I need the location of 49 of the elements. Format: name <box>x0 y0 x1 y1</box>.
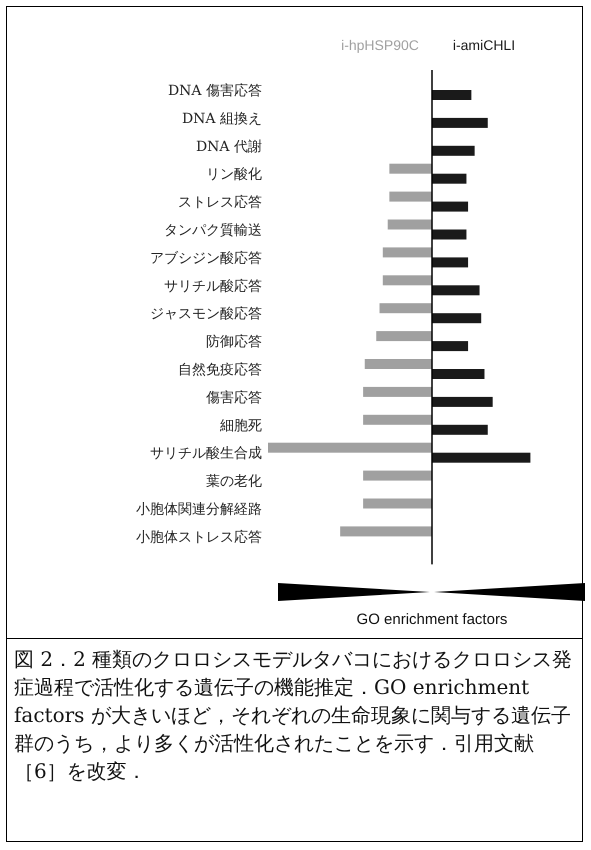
bar <box>432 174 466 184</box>
y-tick-label: 小胞体関連分解経路 <box>136 502 262 518</box>
caption: 図 2．2 種類のクロロシスモデルタバコにおけるクロロシス発症過程で活性化する遺伝子の機能推定．GO enrichment factors が大きいほど，それぞれの生命現象に関与する遺伝子群のうち，より多くが活性化されたことを示す．引用文献［6］を改変． <box>14 646 574 785</box>
y-tick-label: リン酸化 <box>206 166 262 183</box>
bar <box>363 386 432 397</box>
bar <box>382 275 432 286</box>
bar <box>388 220 432 230</box>
bar <box>389 164 432 174</box>
bar <box>382 247 432 258</box>
y-tick-label: サリチル酸生合成 <box>150 446 262 462</box>
bar <box>432 118 488 128</box>
bar <box>432 341 468 352</box>
bar <box>432 313 482 324</box>
y-tick-label: 細胞死 <box>219 418 262 434</box>
bar <box>432 202 468 212</box>
y-tick-label: 葉の老化 <box>206 474 262 490</box>
bar <box>363 498 432 508</box>
bar <box>432 452 530 463</box>
y-tick-label: ストレス応答 <box>178 194 262 211</box>
bar <box>432 146 475 156</box>
x-axis-title: GO enrichment factors <box>356 611 508 628</box>
bar <box>376 331 432 342</box>
bar <box>363 470 432 481</box>
bar <box>389 192 432 202</box>
y-tick-label: DNA 傷害応答 <box>168 83 262 99</box>
bar <box>432 257 468 268</box>
y-tick-label: 自然免疫応答 <box>178 362 262 378</box>
bar <box>364 359 432 369</box>
bar <box>432 230 466 240</box>
bar <box>380 303 432 314</box>
y-tick-label: 小胞体ストレス応答 <box>136 529 262 546</box>
bar <box>340 526 432 536</box>
bar <box>432 90 472 100</box>
bar <box>432 396 493 407</box>
y-tick-label: タンパク質輸送 <box>164 222 262 238</box>
y-tick-label: ジャスモン酸応答 <box>150 306 262 322</box>
text: i-amiCHLI <box>452 37 516 53</box>
y-tick-label: 傷害応答 <box>205 390 262 406</box>
y-tick-label: サリチル酸応答 <box>164 278 262 294</box>
bar <box>268 442 432 453</box>
y-tick-label: DNA 組換え <box>182 110 262 127</box>
y-tick-label: アブシジン酸応答 <box>150 250 262 266</box>
bar <box>432 369 484 379</box>
y-tick-label: DNA 代謝 <box>196 138 262 155</box>
bar <box>432 424 488 435</box>
bar <box>432 285 480 296</box>
bar <box>363 414 432 425</box>
text: i-hpHSP90C <box>341 37 419 53</box>
y-tick-label: 防御応答 <box>206 334 262 350</box>
